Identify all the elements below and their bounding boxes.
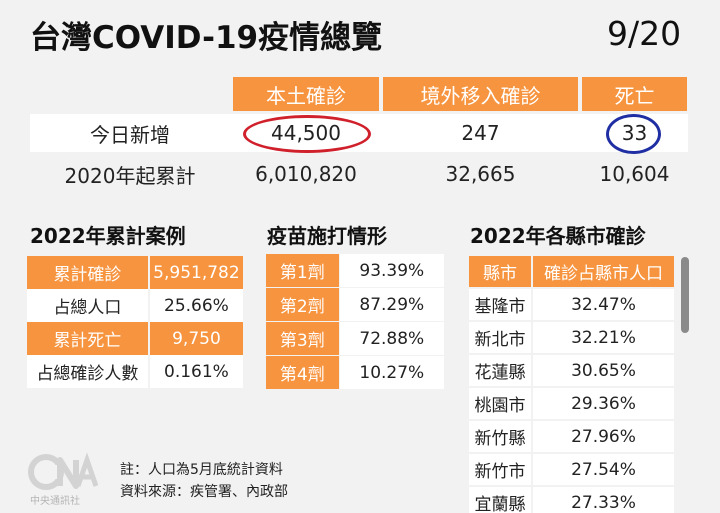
table-row: 第2劑 87.29% bbox=[266, 288, 444, 321]
county-name: 基隆市 bbox=[469, 289, 531, 320]
col-ratio: 確診占縣市人口 bbox=[531, 256, 674, 287]
vaccine-table: 第1劑 93.39% 第2劑 87.29% 第3劑 72.88% 第4劑 10.… bbox=[266, 254, 444, 390]
counties-table[interactable]: 縣市 確診占縣市人口 基隆市 32.47% 新北市 32.21% 花蓮縣 30.… bbox=[469, 256, 674, 513]
table-row: 宜蘭縣 27.33% bbox=[469, 487, 674, 513]
counties-scrollbar[interactable] bbox=[681, 257, 689, 333]
county-name: 花蓮縣 bbox=[469, 355, 531, 386]
county-name: 宜蘭縣 bbox=[469, 487, 531, 513]
cna-caption: 中央通訊社 bbox=[30, 496, 80, 507]
table-row: 新北市 32.21% bbox=[469, 322, 674, 353]
county-value: 32.47% bbox=[533, 289, 674, 320]
dose-value: 10.27% bbox=[339, 356, 444, 389]
dose-value: 72.88% bbox=[339, 322, 444, 355]
table-row: 第4劑 10.27% bbox=[266, 356, 444, 389]
county-value: 30.65% bbox=[533, 355, 674, 386]
table-row: 累計死亡 9,750 bbox=[27, 322, 243, 355]
county-value: 27.33% bbox=[533, 487, 674, 513]
dose-label: 第3劑 bbox=[266, 322, 339, 355]
table-row: 第1劑 93.39% bbox=[266, 254, 444, 287]
highlight-circle-blue bbox=[606, 114, 661, 154]
table-row: 累計確診 5,951,782 bbox=[27, 256, 243, 289]
report-date: 9/20 bbox=[607, 14, 682, 53]
cell-label: 占總確診人數 bbox=[36, 364, 139, 384]
table-row: 花蓮縣 30.65% bbox=[469, 355, 674, 386]
highlight-circle-red bbox=[243, 115, 371, 153]
col-imported-cases: 境外移入確診 bbox=[383, 77, 578, 111]
dose-value: 87.29% bbox=[339, 288, 444, 321]
table-row: 新竹市 27.54% bbox=[469, 454, 674, 485]
table-row: 新竹縣 27.96% bbox=[469, 421, 674, 452]
cell-label: 累計確診 bbox=[53, 265, 122, 285]
row-label-cumulative: 2020年起累計 bbox=[64, 163, 196, 188]
dose-value: 93.39% bbox=[339, 254, 444, 287]
county-name: 桃園市 bbox=[469, 388, 531, 419]
cumulative-2022-table: 累計確診 5,951,782 占總人口 25.66% 累計死亡 9,750 占總… bbox=[27, 256, 243, 388]
today-imported: 247 bbox=[461, 121, 500, 145]
cell-value: 25.66% bbox=[147, 289, 243, 322]
cumulative-local: 6,010,820 bbox=[255, 162, 357, 186]
cna-logo-icon bbox=[28, 452, 99, 490]
footnotes: 註：人口為5月底統計資料 資料來源：疾管署、內政部 bbox=[120, 459, 288, 503]
table-row: 基隆市 32.47% bbox=[469, 289, 674, 320]
cna-logo: 中央通訊社 bbox=[26, 452, 99, 508]
cumulative-imported: 32,665 bbox=[445, 162, 516, 186]
footnote-source: 資料來源：疾管署、內政部 bbox=[120, 484, 288, 500]
cell-value: 0.161% bbox=[147, 355, 243, 388]
table-row: 桃園市 29.36% bbox=[469, 388, 674, 419]
county-name: 新北市 bbox=[469, 322, 531, 353]
dose-label: 第2劑 bbox=[266, 288, 339, 321]
cell-value: 9,750 bbox=[147, 322, 243, 355]
cumulative-deaths: 10,604 bbox=[599, 162, 670, 186]
col-local-cases: 本土確診 bbox=[233, 77, 379, 111]
county-value: 27.54% bbox=[533, 454, 674, 485]
cell-label: 占總人口 bbox=[53, 298, 122, 318]
table-row: 占總確診人數 0.161% bbox=[27, 355, 243, 388]
col-county: 縣市 bbox=[483, 264, 517, 284]
county-name: 新竹縣 bbox=[469, 421, 531, 452]
row-label-today: 今日新增 bbox=[90, 122, 170, 147]
county-name: 新竹市 bbox=[469, 454, 531, 485]
dose-label: 第1劑 bbox=[266, 254, 339, 287]
cumulative-2022-title: 2022年累計案例 bbox=[30, 224, 186, 248]
table-row: 占總人口 25.66% bbox=[27, 289, 243, 322]
county-value: 29.36% bbox=[533, 388, 674, 419]
table-row: 第3劑 72.88% bbox=[266, 322, 444, 355]
counties-2022-title: 2022年各縣市確診 bbox=[470, 224, 646, 248]
county-value: 32.21% bbox=[533, 322, 674, 353]
page-title: 台灣COVID-19疫情總覽 bbox=[30, 20, 383, 56]
dose-label: 第4劑 bbox=[266, 356, 339, 389]
vaccine-title: 疫苗施打情形 bbox=[267, 224, 387, 248]
footnote-population: 註：人口為5月底統計資料 bbox=[120, 462, 283, 478]
county-value: 27.96% bbox=[533, 421, 674, 452]
cell-value: 5,951,782 bbox=[147, 256, 243, 289]
cell-label: 累計死亡 bbox=[53, 331, 122, 351]
col-deaths: 死亡 bbox=[582, 77, 687, 111]
table-header: 縣市 確診占縣市人口 bbox=[469, 256, 674, 287]
